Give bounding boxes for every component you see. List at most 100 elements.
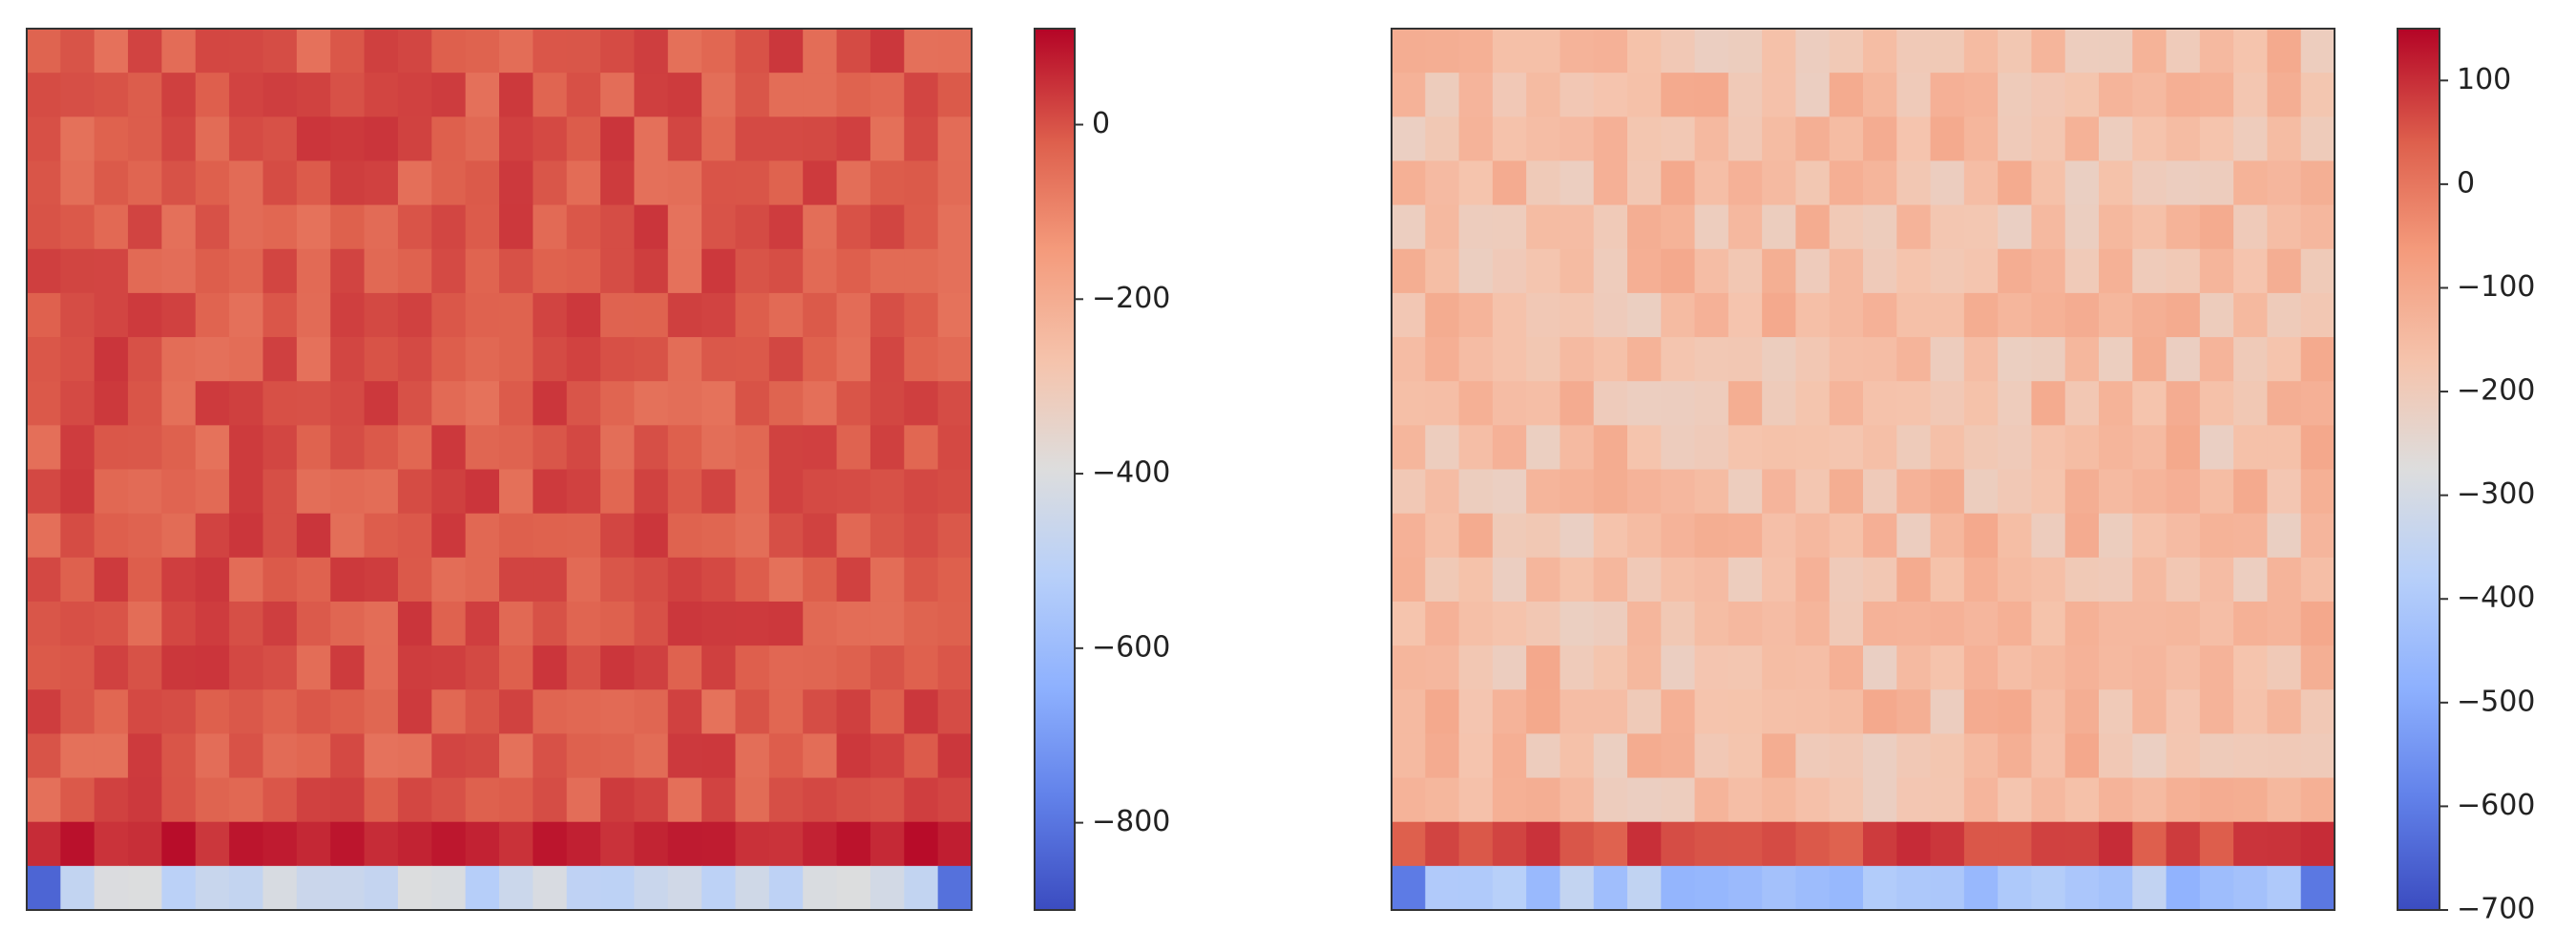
colorbar-tick-label: 0 xyxy=(1092,107,1110,140)
heatmap-cell xyxy=(364,160,399,206)
heatmap-cell xyxy=(330,248,366,294)
heatmap-cell xyxy=(667,160,702,206)
heatmap-cell xyxy=(937,733,973,779)
heatmap-cell xyxy=(937,292,973,338)
heatmap-cell xyxy=(2099,821,2133,867)
heatmap-cell xyxy=(1492,160,1527,206)
heatmap-cell xyxy=(499,160,534,206)
heatmap-cell xyxy=(195,865,230,911)
heatmap-cell xyxy=(2233,557,2269,603)
heatmap-cell xyxy=(1762,689,1797,734)
heatmap-cell xyxy=(2233,116,2269,162)
heatmap-cell xyxy=(1593,733,1628,779)
heatmap-cell xyxy=(2267,865,2302,911)
heatmap-cell xyxy=(128,821,163,867)
heatmap-cell xyxy=(1829,425,1864,471)
heatmap-cell xyxy=(1829,116,1864,162)
heatmap-cell xyxy=(533,689,568,734)
heatmap-cell xyxy=(634,557,669,603)
heatmap-cell xyxy=(60,204,95,250)
heatmap-cell xyxy=(566,337,601,382)
heatmap-cell xyxy=(431,469,467,515)
heatmap-cell xyxy=(2031,204,2066,250)
heatmap-cell xyxy=(1998,292,2033,338)
heatmap-cell xyxy=(600,337,636,382)
heatmap-cell xyxy=(768,821,804,867)
heatmap-cell xyxy=(397,160,432,206)
heatmap-cell xyxy=(431,337,467,382)
heatmap-cell xyxy=(1560,689,1595,734)
heatmap-cell xyxy=(2233,469,2269,515)
heatmap-cell xyxy=(1762,160,1797,206)
heatmap-cell xyxy=(1560,248,1595,294)
heatmap-cell xyxy=(94,337,129,382)
heatmap-cell xyxy=(1795,469,1831,515)
heatmap-cell xyxy=(161,469,197,515)
heatmap-cell xyxy=(1694,204,1729,250)
heatmap-cell xyxy=(2267,160,2302,206)
heatmap-cell xyxy=(735,425,770,471)
heatmap-cell xyxy=(1425,865,1460,911)
heatmap-cell xyxy=(262,513,298,559)
heatmap-cell xyxy=(499,425,534,471)
heatmap-cell xyxy=(533,557,568,603)
heatmap-cell xyxy=(1492,116,1527,162)
heatmap-cell xyxy=(768,601,804,646)
heatmap-cell xyxy=(869,337,905,382)
heatmap-cell xyxy=(735,337,770,382)
heatmap-cell xyxy=(1425,513,1460,559)
heatmap-cell xyxy=(1458,160,1494,206)
heatmap-cell xyxy=(600,381,636,426)
heatmap-cell xyxy=(1930,29,1965,74)
heatmap-cell xyxy=(667,469,702,515)
heatmap-cell xyxy=(2233,513,2269,559)
heatmap-cell xyxy=(768,645,804,690)
heatmap-cell xyxy=(1593,557,1628,603)
heatmap-cell xyxy=(1963,381,1999,426)
heatmap-cell xyxy=(2064,204,2100,250)
heatmap-cell xyxy=(1661,248,1696,294)
heatmap-cell xyxy=(1762,425,1797,471)
heatmap-cell xyxy=(1998,865,2033,911)
heatmap-cell xyxy=(364,292,399,338)
heatmap-cell xyxy=(1829,29,1864,74)
heatmap-cell xyxy=(1392,689,1426,734)
heatmap-cell xyxy=(1392,73,1426,117)
heatmap-cell xyxy=(1863,557,1897,603)
heatmap-cell xyxy=(128,292,163,338)
heatmap-cell xyxy=(1458,557,1494,603)
heatmap-cell xyxy=(60,381,95,426)
heatmap-cell xyxy=(330,865,366,911)
heatmap-cell xyxy=(2031,777,2066,823)
heatmap-cell xyxy=(1661,821,1696,867)
heatmap-cell xyxy=(1458,292,1494,338)
heatmap-cell xyxy=(499,645,534,690)
heatmap-cell xyxy=(161,425,197,471)
heatmap-cell xyxy=(2064,645,2100,690)
heatmap-cell xyxy=(2031,865,2066,911)
heatmap-cell xyxy=(195,821,230,867)
heatmap-cell xyxy=(1492,381,1527,426)
heatmap-left-frame xyxy=(26,28,973,911)
heatmap-cell xyxy=(397,292,432,338)
heatmap-cell xyxy=(1728,160,1763,206)
heatmap-cell xyxy=(364,425,399,471)
heatmap-cell xyxy=(803,733,838,779)
heatmap-cell xyxy=(1863,645,1897,690)
heatmap-cell xyxy=(397,381,432,426)
heatmap-cell xyxy=(1425,292,1460,338)
heatmap-cell xyxy=(2166,204,2201,250)
colorbar-gradient xyxy=(2398,29,2440,910)
heatmap-cell xyxy=(364,337,399,382)
heatmap-cell xyxy=(60,292,95,338)
heatmap-cell xyxy=(1458,469,1494,515)
heatmap-cell xyxy=(2031,513,2066,559)
heatmap-cell xyxy=(499,337,534,382)
heatmap-cell xyxy=(431,513,467,559)
heatmap-cell xyxy=(128,337,163,382)
heatmap-cell xyxy=(836,557,871,603)
heatmap-cell xyxy=(1728,601,1763,646)
heatmap-cell xyxy=(1526,645,1561,690)
heatmap-cell xyxy=(330,689,366,734)
heatmap-cell xyxy=(499,73,534,117)
